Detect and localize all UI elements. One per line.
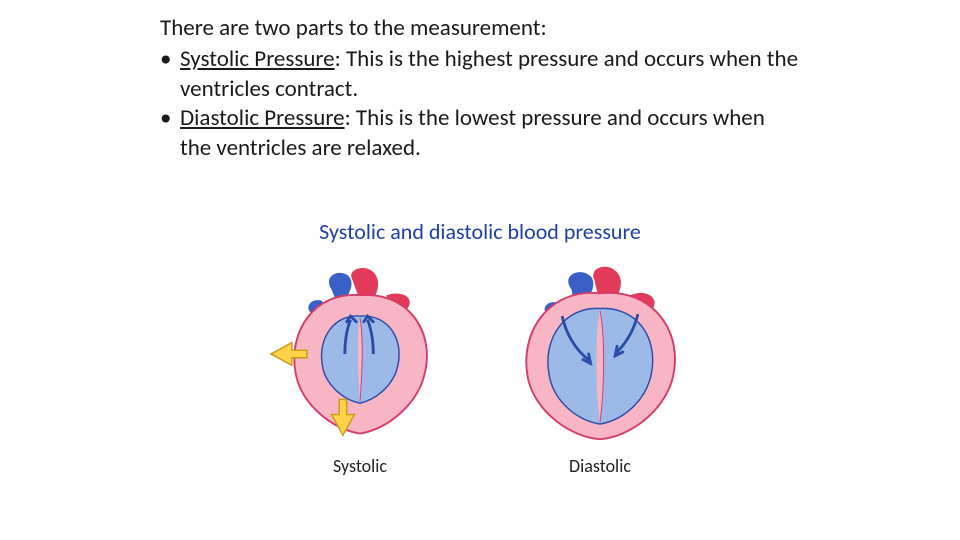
term-systolic: Systolic Pressure <box>180 45 335 73</box>
heart-systolic-svg <box>265 263 455 443</box>
bullet-marker: • <box>160 104 180 163</box>
bullet-text: Diastolic Pressure: This is the lowest p… <box>180 104 800 163</box>
heart-diastolic: Diastolic <box>505 263 695 477</box>
bullet-marker: • <box>160 45 180 104</box>
heart-diastolic-svg <box>505 263 695 443</box>
diagram: Systolic and diastolic blood pressure <box>240 218 720 477</box>
slide: There are two parts to the measurement: … <box>0 0 960 540</box>
heart-systolic: Systolic <box>265 263 455 477</box>
label-systolic: Systolic <box>333 455 387 477</box>
hearts-row: Systolic <box>240 263 720 477</box>
intro-line: There are two parts to the measurement: <box>160 14 800 43</box>
bullet-systolic: • Systolic Pressure: This is the highest… <box>160 45 800 104</box>
diagram-title: Systolic and diastolic blood pressure <box>240 218 720 245</box>
label-diastolic: Diastolic <box>569 455 631 477</box>
term-diastolic: Diastolic Pressure <box>180 104 345 132</box>
bullet-text: Systolic Pressure: This is the highest p… <box>180 45 800 104</box>
text-block: There are two parts to the measurement: … <box>160 14 800 163</box>
bullet-diastolic: • Diastolic Pressure: This is the lowest… <box>160 104 800 163</box>
